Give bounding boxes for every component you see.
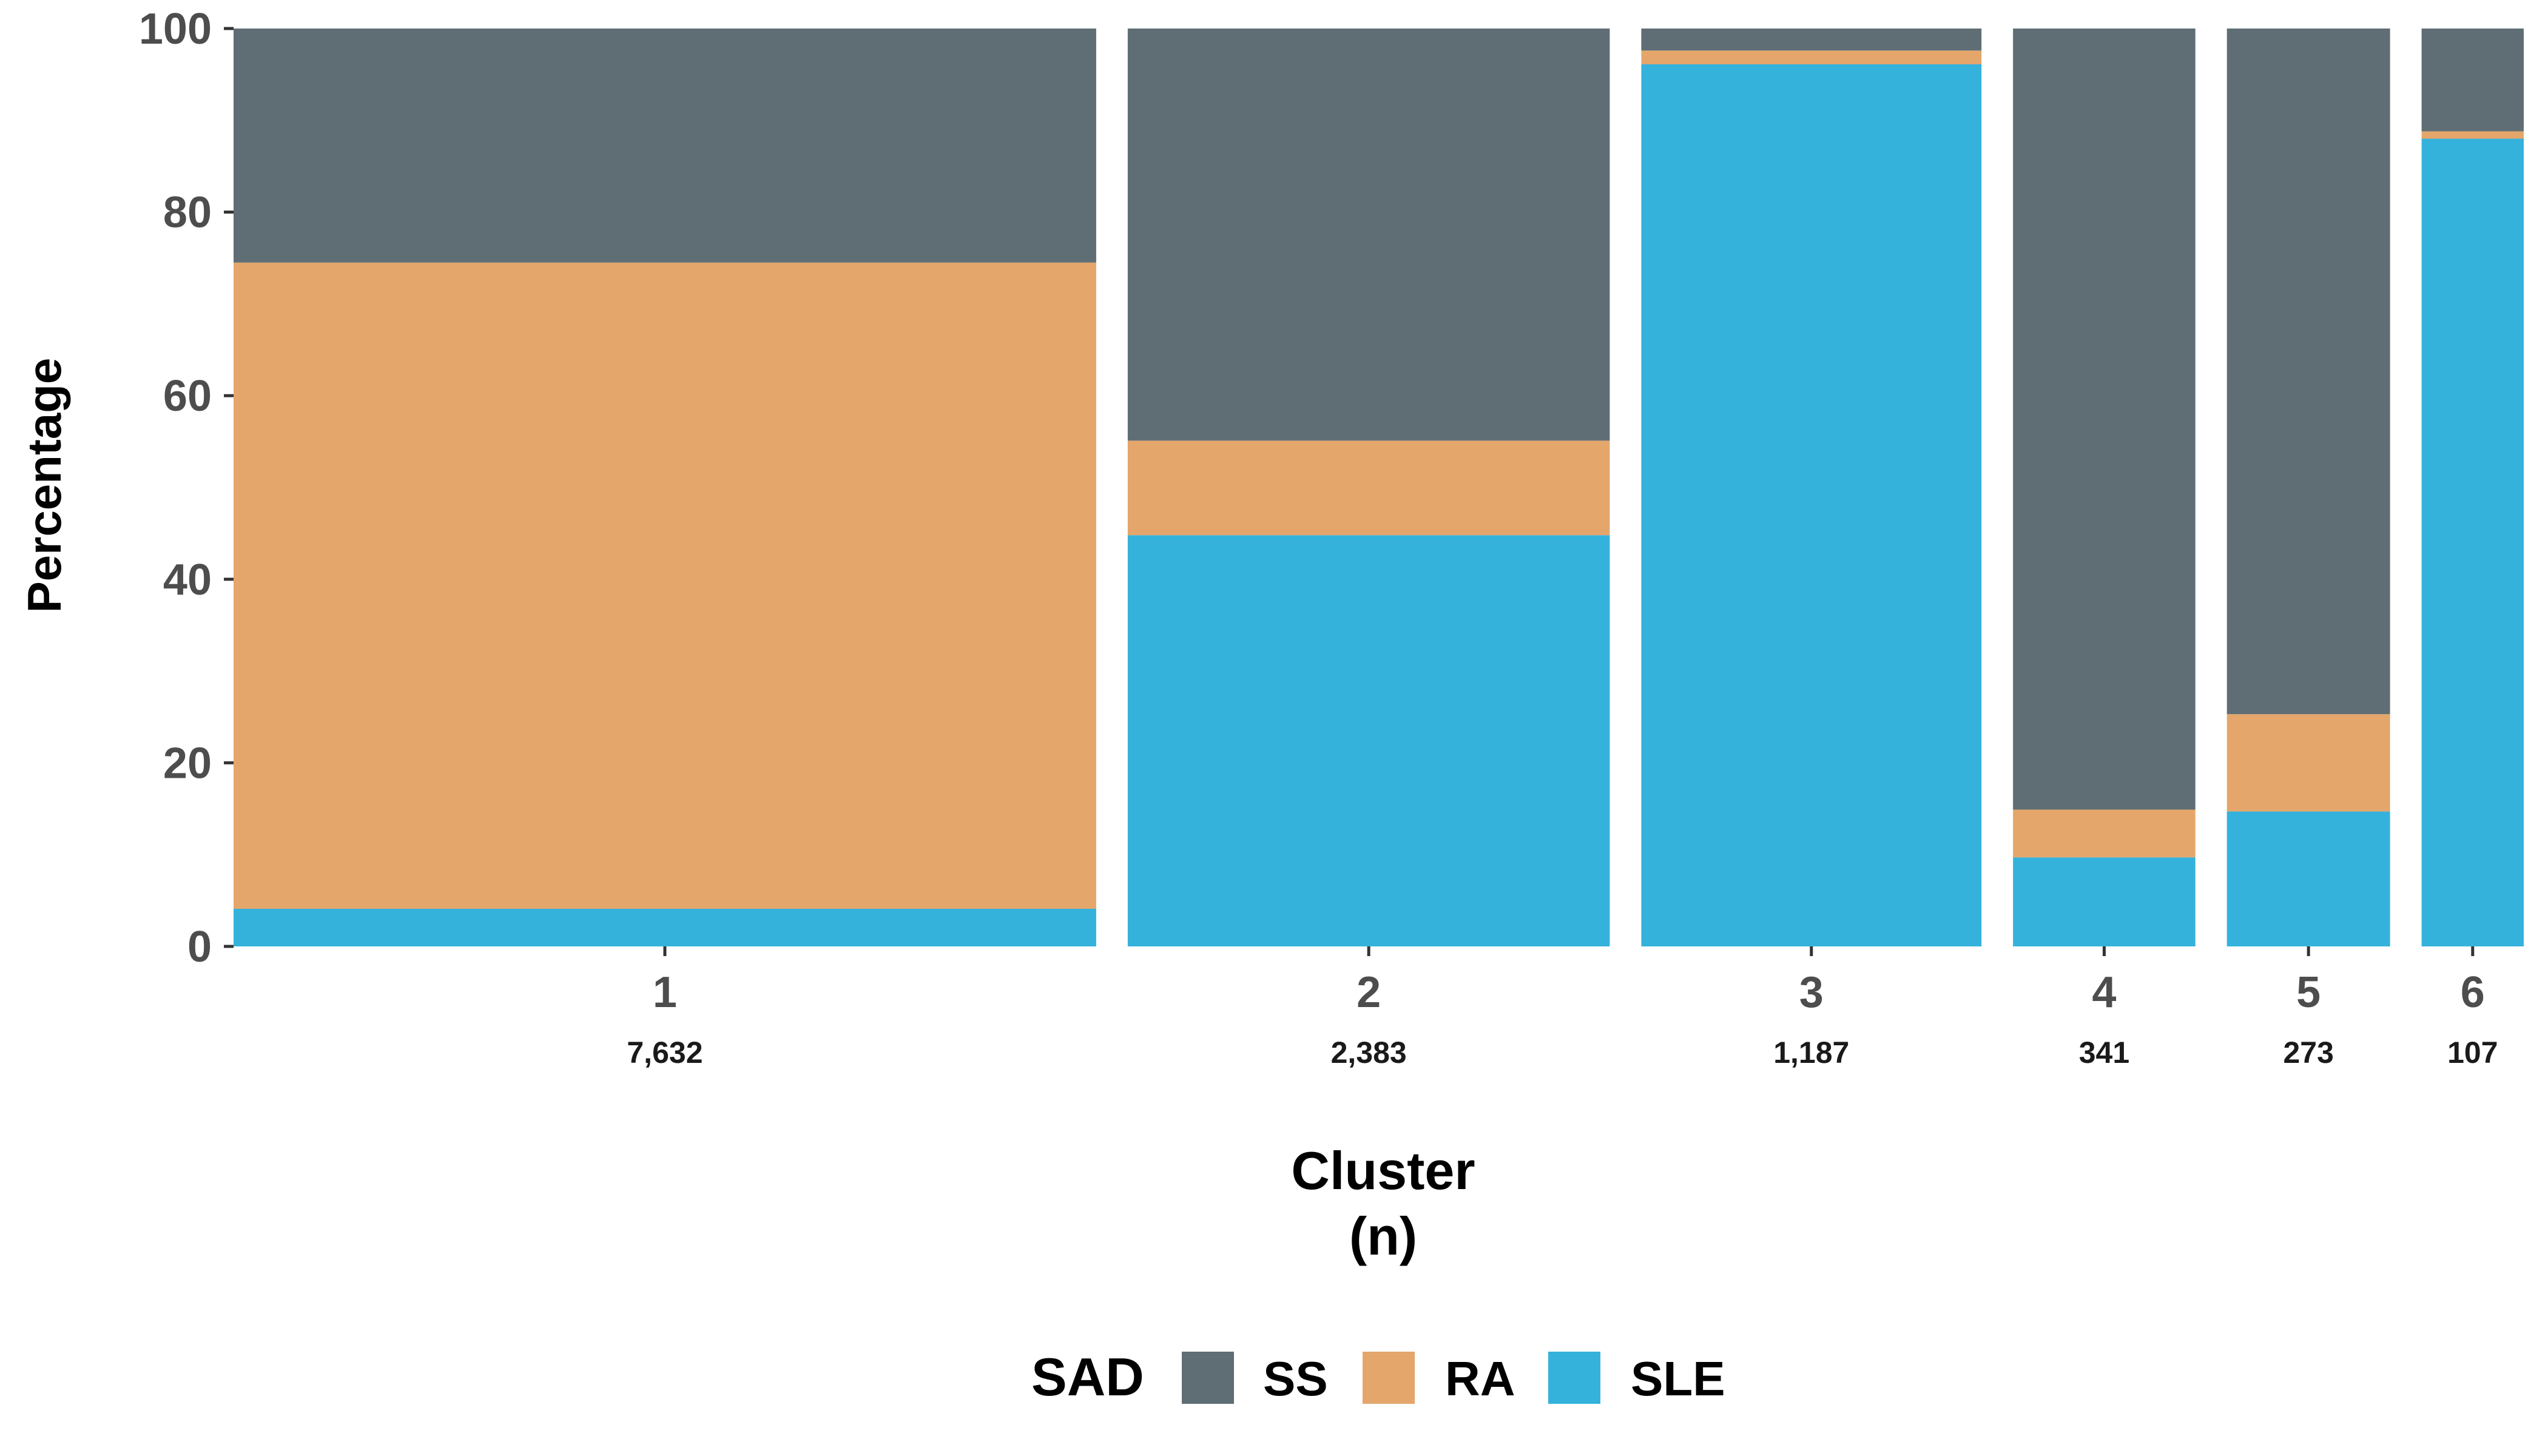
n-label-4: 341 xyxy=(2079,1036,2129,1070)
n-label-5: 273 xyxy=(2283,1036,2333,1070)
x-axis-title-line1: Cluster xyxy=(1291,1141,1475,1201)
bar-segment-ss-cluster-6 xyxy=(2421,29,2524,132)
x-axis-title-line2: (n) xyxy=(1349,1206,1417,1266)
bar-segment-ss-cluster-1 xyxy=(234,29,1096,263)
bar-segment-ra-cluster-1 xyxy=(234,262,1096,909)
legend-swatch-ss xyxy=(1182,1352,1234,1404)
n-label-2: 2,383 xyxy=(1331,1036,1407,1070)
y-tick-label-80: 80 xyxy=(163,189,212,237)
legend-label-sle: SLE xyxy=(1631,1352,1725,1406)
bar-segment-sle-cluster-1 xyxy=(234,908,1096,946)
bar-segment-sle-cluster-5 xyxy=(2226,811,2390,946)
legend-swatch-ra xyxy=(1363,1352,1415,1404)
n-label-3: 1,187 xyxy=(1773,1036,1849,1070)
bar-segment-ra-cluster-2 xyxy=(1127,440,1610,536)
bar-segment-sle-cluster-4 xyxy=(2013,857,2196,946)
y-axis-title: Percentage xyxy=(18,358,71,613)
x-tick-label-6: 6 xyxy=(2461,968,2485,1017)
bar-segment-sle-cluster-6 xyxy=(2421,138,2524,946)
bar-segment-ss-cluster-5 xyxy=(2226,29,2390,715)
legend-label-ra: RA xyxy=(1445,1352,1515,1406)
x-tick-label-4: 4 xyxy=(2092,968,2116,1017)
bar-segment-ra-cluster-4 xyxy=(2013,809,2196,858)
n-label-6: 107 xyxy=(2447,1036,2498,1070)
x-tick-label-5: 5 xyxy=(2296,968,2320,1017)
n-label-1: 7,632 xyxy=(627,1036,703,1070)
legend-title: SAD xyxy=(1031,1347,1144,1407)
legend-label-ss: SS xyxy=(1263,1352,1328,1406)
y-tick-label-0: 0 xyxy=(187,923,212,971)
bar-segment-ss-cluster-3 xyxy=(1641,29,1982,51)
bar-segment-sle-cluster-2 xyxy=(1127,535,1610,946)
y-tick-label-20: 20 xyxy=(163,739,212,787)
y-tick-label-60: 60 xyxy=(163,372,212,420)
bar-segment-ra-cluster-5 xyxy=(2226,714,2390,812)
x-tick-label-1: 1 xyxy=(653,968,677,1017)
bars-layer xyxy=(234,29,2524,946)
bar-segment-sle-cluster-3 xyxy=(1641,64,1982,946)
y-axis: 0 20 40 60 80 100 xyxy=(139,5,234,971)
y-tick-label-100: 100 xyxy=(139,5,212,53)
x-axis: 1 7,632 2 2,383 3 1,187 4 341 5 273 6 107 xyxy=(627,946,2498,1070)
x-tick-label-2: 2 xyxy=(1357,968,1381,1017)
bar-segment-ra-cluster-6 xyxy=(2421,131,2524,139)
bar-segment-ss-cluster-4 xyxy=(2013,29,2196,810)
bar-segment-ra-cluster-3 xyxy=(1641,50,1982,64)
x-tick-label-3: 3 xyxy=(1799,968,1824,1017)
legend: SAD SS RA SLE xyxy=(1031,1347,1725,1407)
y-tick-label-40: 40 xyxy=(163,556,212,604)
legend-swatch-sle xyxy=(1548,1352,1600,1404)
bar-segment-ss-cluster-2 xyxy=(1127,29,1610,441)
